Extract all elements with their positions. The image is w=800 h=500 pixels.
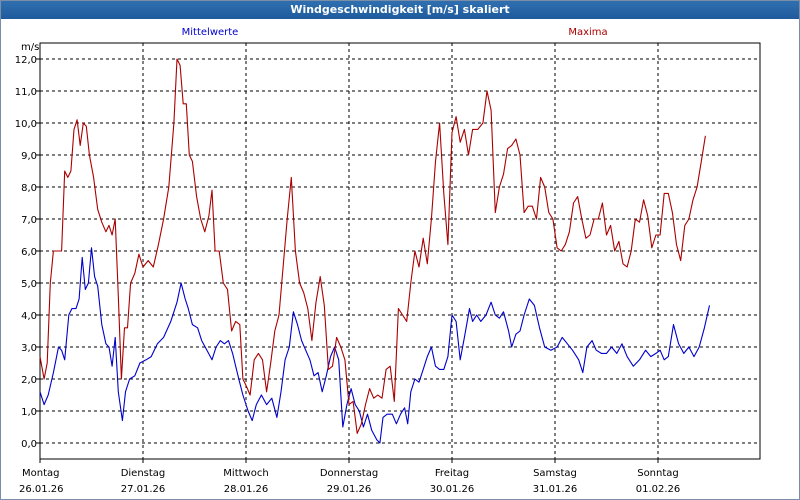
y-tick-label: 12,0 <box>15 55 37 66</box>
y-tick-label: 5,0 <box>21 279 37 290</box>
y-tick-label: 3,0 <box>21 343 37 354</box>
x-tick-day-label: Sonntag <box>637 468 679 479</box>
x-tick-date-label: 27.01.26 <box>121 484 166 495</box>
window-title: Windgeschwindigkeit [m/s] skaliert <box>1 1 799 19</box>
x-axis: Montag 26.01.26 Dienstag 27.01.26 Mittwoch 28… <box>19 459 680 495</box>
series-line-maxima <box>39 58 706 434</box>
y-axis: 0,0 1,0 2,0 3,0 4,0 5,0 6,0 7,0 8,0 9,0 10,0 11,0 12… <box>15 55 40 450</box>
x-tick-day-label: Freitag <box>435 468 469 479</box>
y-tick-label: 2,0 <box>21 375 37 386</box>
y-tick-label: 0,0 <box>21 439 37 450</box>
x-tick-date-label: 31.01.26 <box>533 484 578 495</box>
x-tick-day-label: Montag <box>22 468 59 479</box>
x-tick-day-label: Dienstag <box>121 468 166 479</box>
y-tick-label: 7,0 <box>21 215 37 226</box>
y-tick-label: 6,0 <box>21 247 37 258</box>
grid-lines <box>40 43 760 459</box>
series-lines <box>39 58 711 444</box>
y-tick-label: 4,0 <box>21 311 37 322</box>
x-tick-date-label: 28.01.26 <box>224 484 269 495</box>
y-tick-label: 1,0 <box>21 407 37 418</box>
y-tick-label: 11,0 <box>15 87 37 98</box>
x-tick-date-label: 01.02.26 <box>636 484 681 495</box>
x-tick-day-label: Mittwoch <box>223 468 268 479</box>
y-tick-label: 9,0 <box>21 151 37 162</box>
legend-maxima: Maxima <box>568 27 607 38</box>
y-axis-unit: m/s <box>21 42 39 53</box>
x-tick-date-label: 29.01.26 <box>327 484 372 495</box>
x-tick-date-label: 26.01.26 <box>19 484 64 495</box>
x-tick-date-label: 30.01.26 <box>430 484 475 495</box>
y-tick-label: 8,0 <box>21 183 37 194</box>
x-tick-day-label: Donnerstag <box>320 468 378 479</box>
legend-mittelwerte: Mittelwerte <box>182 27 239 38</box>
series-line-mittelwerte <box>39 247 711 444</box>
y-tick-label: 10,0 <box>15 119 37 130</box>
x-tick-day-label: Samstag <box>533 468 577 479</box>
